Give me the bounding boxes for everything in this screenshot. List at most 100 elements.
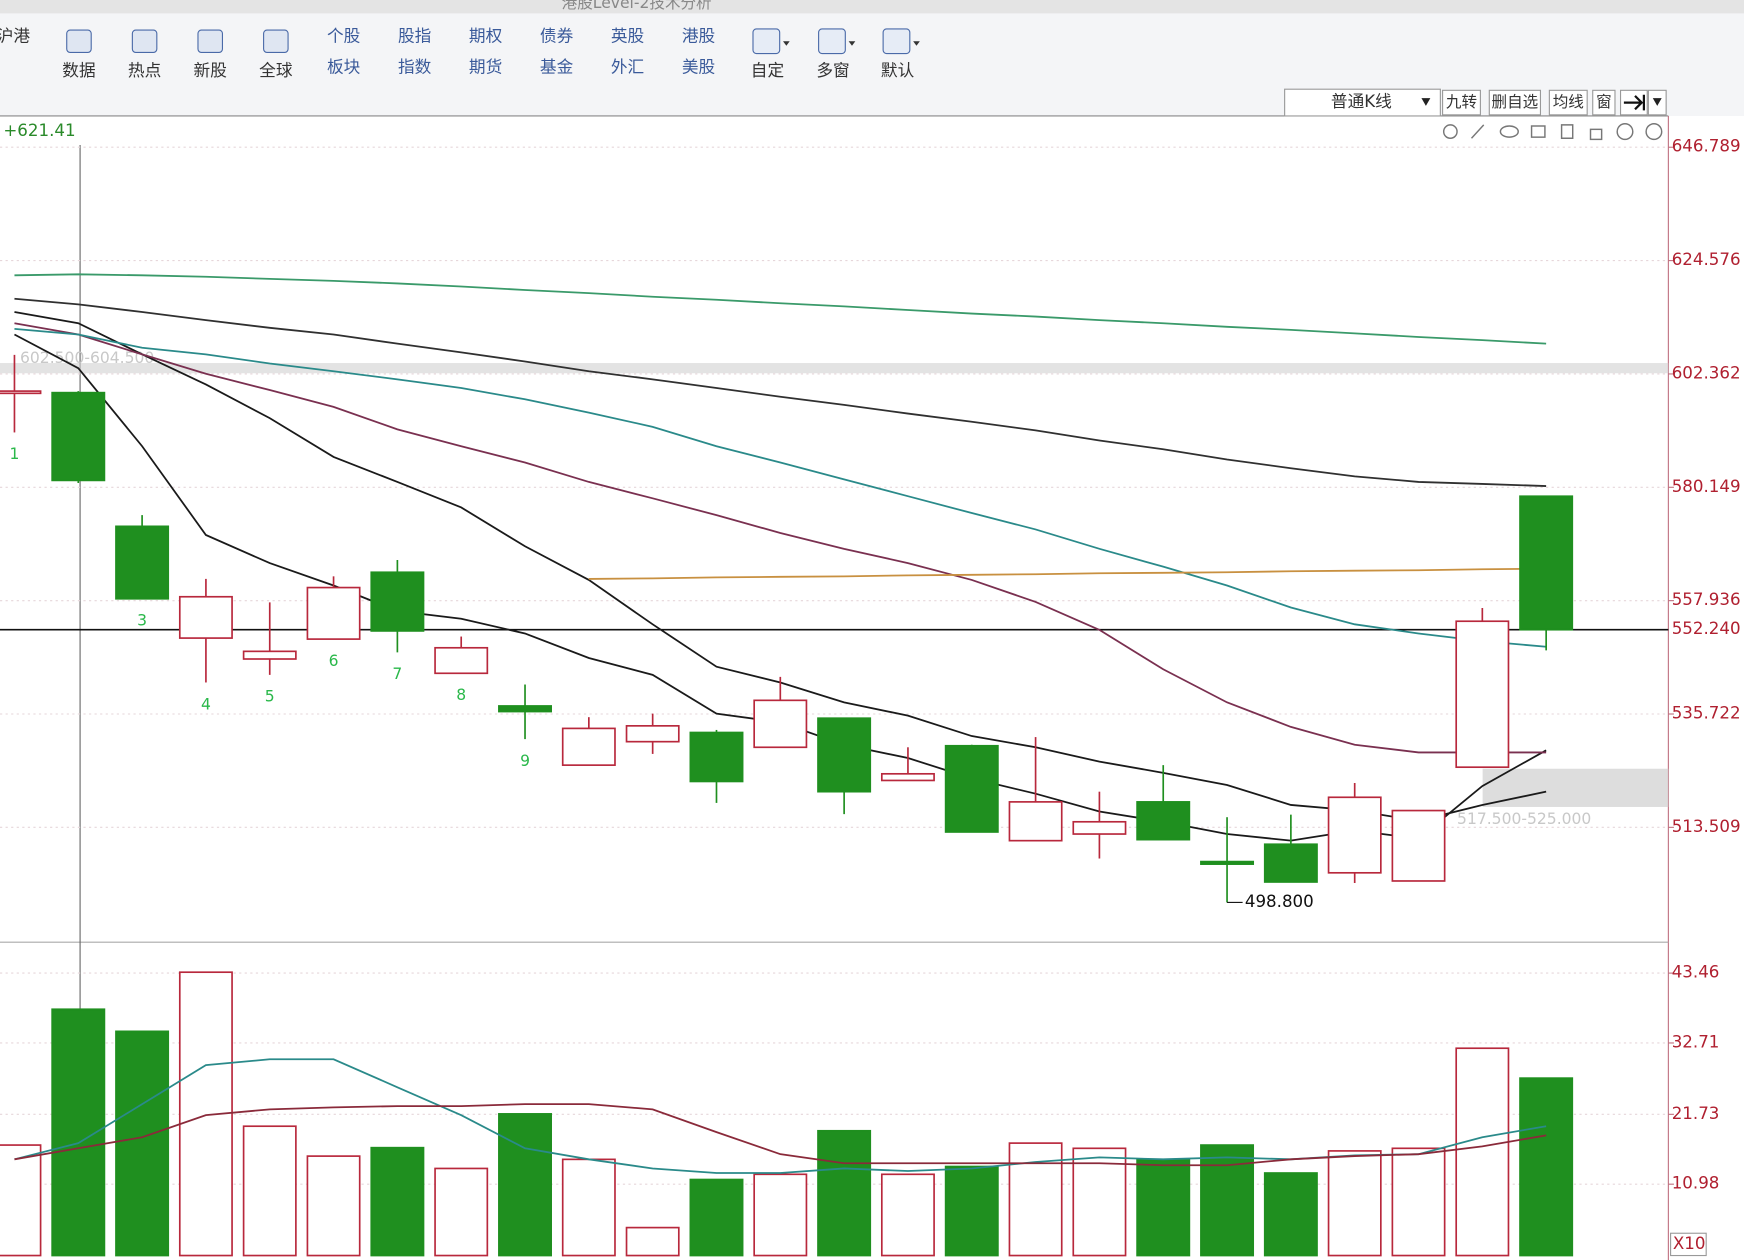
toolbar-button[interactable]: 自定 bbox=[751, 28, 790, 80]
button-label: 热点 bbox=[128, 60, 161, 80]
toolbar-link[interactable]: 板块 bbox=[327, 57, 361, 77]
toolbar-link[interactable]: 基金 bbox=[540, 57, 574, 77]
candle-body bbox=[370, 571, 425, 632]
sequence-label: 8 bbox=[456, 686, 466, 704]
toolbar-button[interactable]: 沪港 bbox=[0, 25, 30, 45]
tool-icon[interactable] bbox=[1616, 123, 1634, 141]
moving-average bbox=[14, 297, 1547, 487]
toolbar-link[interactable]: 债券 bbox=[540, 25, 574, 45]
toolbar-button[interactable]: 新股 bbox=[194, 29, 228, 80]
volume-bar bbox=[306, 1155, 361, 1257]
toolbar-link[interactable]: 指数 bbox=[398, 57, 432, 77]
volume-bar bbox=[434, 1167, 489, 1257]
moving-average bbox=[14, 322, 1547, 754]
y-tick-label: 21.73 bbox=[1672, 1103, 1720, 1123]
candle bbox=[1200, 817, 1255, 903]
sequence-label: 9 bbox=[520, 752, 530, 770]
candle bbox=[817, 717, 872, 815]
candle bbox=[625, 713, 680, 754]
button-label: 沪港 bbox=[0, 25, 30, 45]
toolbar-link[interactable]: 外汇 bbox=[611, 57, 644, 77]
sequence-label: 5 bbox=[265, 688, 275, 706]
candle-body bbox=[51, 391, 106, 482]
view-button[interactable] bbox=[1442, 89, 1481, 116]
dropdown-arrow bbox=[1652, 98, 1662, 106]
tool-icon[interactable] bbox=[1442, 124, 1458, 139]
toolbar-link[interactable]: 美股 bbox=[682, 57, 716, 77]
candle-body bbox=[1327, 796, 1382, 874]
candle-body bbox=[1519, 495, 1574, 631]
moving-average bbox=[588, 567, 1547, 580]
candle: 7 bbox=[370, 560, 425, 683]
toolbar-button[interactable]: 全球 bbox=[259, 29, 293, 80]
toolbar-link[interactable]: 期权 bbox=[469, 25, 503, 45]
candle-body bbox=[817, 717, 872, 793]
y-tick-label: 535.722 bbox=[1672, 702, 1741, 722]
button-icon bbox=[882, 28, 911, 55]
candle bbox=[1519, 495, 1574, 651]
volume-unit: X10 bbox=[1673, 1233, 1706, 1253]
toolbar-link[interactable]: 港股 bbox=[682, 25, 716, 45]
tool-icon[interactable] bbox=[1589, 128, 1603, 141]
button-arrow bbox=[783, 41, 790, 46]
toolbar-button[interactable]: 热点 bbox=[128, 29, 161, 80]
toolbar-button[interactable]: 多窗 bbox=[816, 28, 856, 80]
volume-bar bbox=[498, 1113, 552, 1257]
button-arrow bbox=[848, 41, 856, 46]
toolbar-link[interactable]: 个股 bbox=[327, 25, 361, 45]
toolbar-link[interactable]: 英股 bbox=[611, 25, 645, 45]
header-value: +621.41 bbox=[3, 120, 75, 140]
title-bar bbox=[0, 0, 1744, 14]
candle-body bbox=[1263, 843, 1318, 883]
candle bbox=[1263, 814, 1318, 883]
button-label: 默认 bbox=[881, 60, 915, 80]
volume-bar bbox=[242, 1125, 297, 1257]
candle bbox=[944, 744, 999, 833]
button-icon bbox=[66, 29, 92, 53]
candle-body bbox=[1072, 820, 1127, 835]
toolbar-button[interactable]: 数据 bbox=[62, 29, 96, 80]
toolbar-button[interactable]: 默认 bbox=[881, 28, 920, 80]
price-tag: 552.240 bbox=[1672, 618, 1741, 638]
candle-body bbox=[689, 731, 744, 783]
view-button[interactable] bbox=[1592, 89, 1616, 116]
tool-icon[interactable] bbox=[1499, 125, 1519, 138]
candle-body bbox=[306, 586, 361, 640]
kline-type[interactable]: 普通K线 bbox=[1331, 91, 1392, 111]
volume-bar bbox=[1327, 1150, 1382, 1257]
button-icon bbox=[131, 29, 158, 53]
moving-average bbox=[14, 1103, 1547, 1167]
volume-bar bbox=[0, 1144, 42, 1257]
candle-body bbox=[1391, 809, 1446, 882]
candle-body bbox=[561, 727, 616, 766]
button-label: 数据 bbox=[62, 60, 95, 80]
zone-label: 517.500-525.000 bbox=[1457, 810, 1591, 828]
y-tick-label: 43.46 bbox=[1672, 962, 1720, 982]
candle-body bbox=[944, 744, 999, 833]
tool-icon[interactable] bbox=[1560, 124, 1574, 139]
volume-bar bbox=[1200, 1144, 1255, 1257]
moving-average bbox=[14, 273, 1547, 345]
button-icon bbox=[752, 28, 781, 55]
toolbar-link[interactable]: 股指 bbox=[398, 25, 431, 45]
candle: 6 bbox=[306, 576, 361, 670]
kline-select[interactable] bbox=[1284, 88, 1441, 117]
moving-average bbox=[14, 327, 1547, 648]
candle bbox=[1072, 791, 1127, 859]
volume-bar bbox=[817, 1129, 872, 1257]
candle: 4 bbox=[178, 578, 233, 713]
view-button[interactable] bbox=[1488, 89, 1542, 116]
candle-body bbox=[242, 650, 297, 660]
tool-icon[interactable] bbox=[1645, 123, 1663, 141]
volume-bar bbox=[1391, 1147, 1446, 1257]
tool-icon[interactable] bbox=[1530, 125, 1546, 138]
toolbar-link[interactable]: 期货 bbox=[469, 57, 502, 77]
sequence-label: 1 bbox=[10, 445, 20, 463]
candle-body bbox=[434, 646, 489, 675]
volume-bar bbox=[115, 1030, 170, 1257]
tool-icon[interactable] bbox=[1470, 124, 1485, 139]
view-button[interactable] bbox=[1548, 89, 1588, 116]
volume-bar bbox=[1136, 1158, 1191, 1257]
candle bbox=[1008, 737, 1063, 842]
sequence-label: 3 bbox=[137, 612, 147, 630]
